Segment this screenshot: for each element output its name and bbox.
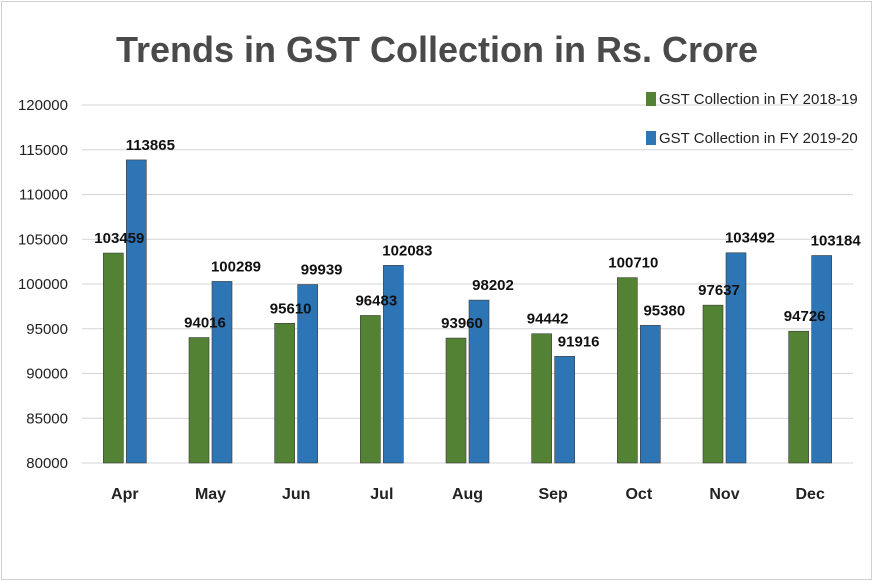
- data-label: 100710: [608, 255, 658, 272]
- bar: [811, 255, 832, 464]
- bar: [103, 252, 124, 464]
- data-label: 94726: [784, 308, 826, 325]
- bar: [445, 337, 467, 464]
- legend: GST Collection in FY 2018-19 GST Collecti…: [646, 91, 858, 147]
- gridlines: [82, 104, 853, 464]
- bar: [617, 277, 638, 464]
- legend-label: GST Collection in FY 2018-19: [659, 91, 858, 108]
- bar: [725, 252, 747, 464]
- x-tick-label: Jun: [282, 486, 310, 503]
- legend-swatch: [646, 131, 656, 145]
- y-axis-ticks: 80000 85000 90000 95000 100000 105000 110000 11…: [18, 97, 68, 472]
- x-tick-label: Nov: [709, 486, 739, 503]
- data-label: 103184: [811, 233, 862, 250]
- data-label: 96483: [355, 292, 397, 309]
- bar: [468, 299, 490, 464]
- bars: [103, 159, 832, 464]
- y-tick-label: 120000: [18, 97, 68, 114]
- x-tick-label: Oct: [625, 486, 652, 503]
- legend-label: GST Collection in FY 2019-20: [659, 130, 858, 147]
- bar: [188, 337, 210, 464]
- data-label: 103459: [94, 230, 144, 247]
- y-tick-label: 90000: [26, 366, 68, 383]
- data-label: 102083: [382, 242, 432, 259]
- legend-swatch: [646, 92, 656, 106]
- y-tick-label: 105000: [18, 231, 68, 248]
- bar: [126, 159, 147, 464]
- data-label: 94442: [527, 311, 569, 328]
- data-label: 113865: [126, 137, 175, 154]
- data-label: 93960: [441, 315, 483, 332]
- data-label: 95610: [270, 300, 312, 317]
- data-label: 99939: [301, 262, 343, 279]
- x-axis-ticks: Apr May Jun Jul Aug Sep Oct Nov Dec: [111, 486, 825, 503]
- bar: [531, 333, 552, 464]
- y-tick-label: 80000: [26, 455, 68, 472]
- y-tick-label: 115000: [19, 142, 68, 159]
- data-label: 98202: [472, 277, 514, 294]
- x-tick-label: Jul: [370, 486, 393, 503]
- bar: [383, 265, 404, 464]
- x-tick-label: Sep: [538, 486, 568, 503]
- chart-title: Trends in GST Collection in Rs. Crore: [116, 29, 758, 70]
- x-tick-label: Dec: [795, 486, 824, 503]
- data-label: 94016: [184, 315, 226, 332]
- bar: [360, 315, 381, 464]
- data-label: 97637: [698, 282, 740, 299]
- data-label: 100289: [211, 258, 261, 275]
- x-tick-label: Aug: [452, 486, 483, 503]
- data-label: 95380: [643, 302, 685, 319]
- bar: [274, 322, 295, 464]
- data-labels: 103459 113865 94016 100289 95610 99939 96483 10…: [94, 137, 861, 350]
- bar: [297, 284, 318, 464]
- data-label: 103492: [725, 230, 775, 247]
- y-tick-label: 110000: [19, 187, 68, 204]
- bar: [702, 304, 724, 464]
- data-label: 91916: [558, 333, 600, 350]
- bar: [640, 325, 661, 464]
- x-tick-label: Apr: [111, 486, 139, 503]
- y-tick-label: 95000: [26, 321, 68, 338]
- y-tick-label: 85000: [26, 410, 68, 427]
- x-tick-label: May: [195, 486, 226, 503]
- bar: [788, 330, 809, 464]
- y-tick-label: 100000: [18, 276, 68, 293]
- bar: [554, 356, 575, 464]
- bar: [211, 281, 233, 464]
